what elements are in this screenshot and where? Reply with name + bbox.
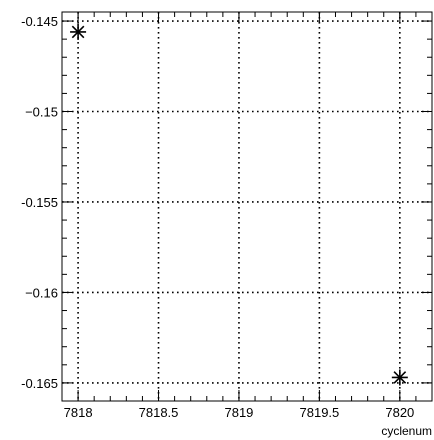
y-tick-label: -0.165: [21, 376, 58, 391]
x-tick-label: 7818.5: [139, 405, 179, 420]
x-tick-label: 7820: [385, 405, 414, 420]
star-stroke: [71, 25, 85, 39]
x-tick-label: 7819: [224, 405, 253, 420]
grid: [62, 12, 432, 401]
x-axis-title: cyclenum: [381, 424, 432, 438]
y-tick-label: −0.15: [25, 105, 58, 120]
star-stroke: [393, 371, 407, 384]
plot-frame: [61, 11, 433, 402]
y-tick-label: −0.16: [25, 285, 58, 300]
x-tick-label: 7819.5: [300, 405, 340, 420]
y-tick-label: -0.155: [21, 195, 58, 210]
tick-labels: 7818 7818.5 7819 7819.5 7820 -0.145 −0.15 -0.15…: [21, 14, 414, 420]
data-points: [70, 23, 408, 386]
y-tick-label: -0.145: [21, 14, 58, 29]
data-point-star: [70, 23, 87, 40]
data-point-star: [391, 369, 408, 386]
x-tick-label: 7818: [64, 405, 93, 420]
